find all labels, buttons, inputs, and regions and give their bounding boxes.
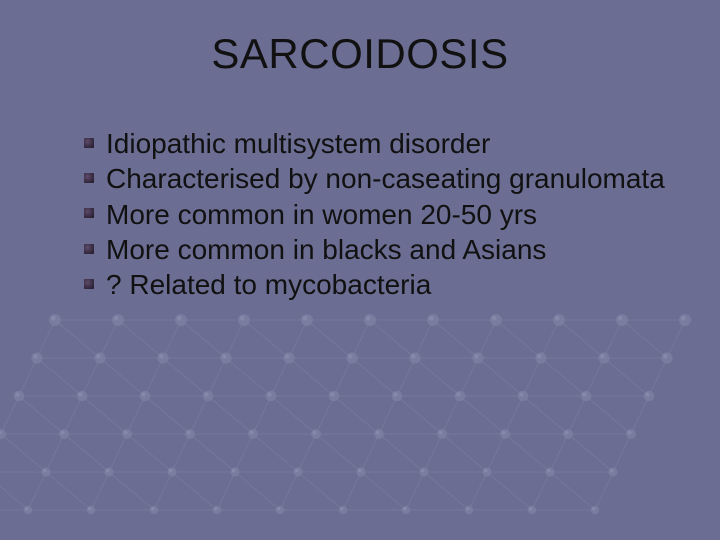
bullet-list: Idiopathic multisystem disorderCharacter… — [50, 126, 670, 302]
bullet-item: ? Related to mycobacteria — [84, 267, 670, 302]
bullet-item: Characterised by non-caseating granuloma… — [84, 161, 670, 196]
slide-title: SARCOIDOSIS — [50, 30, 670, 78]
bullet-item: More common in blacks and Asians — [84, 232, 670, 267]
bullet-item: Idiopathic multisystem disorder — [84, 126, 670, 161]
bullet-item: More common in women 20-50 yrs — [84, 197, 670, 232]
slide-content: SARCOIDOSIS Idiopathic multisystem disor… — [0, 0, 720, 540]
